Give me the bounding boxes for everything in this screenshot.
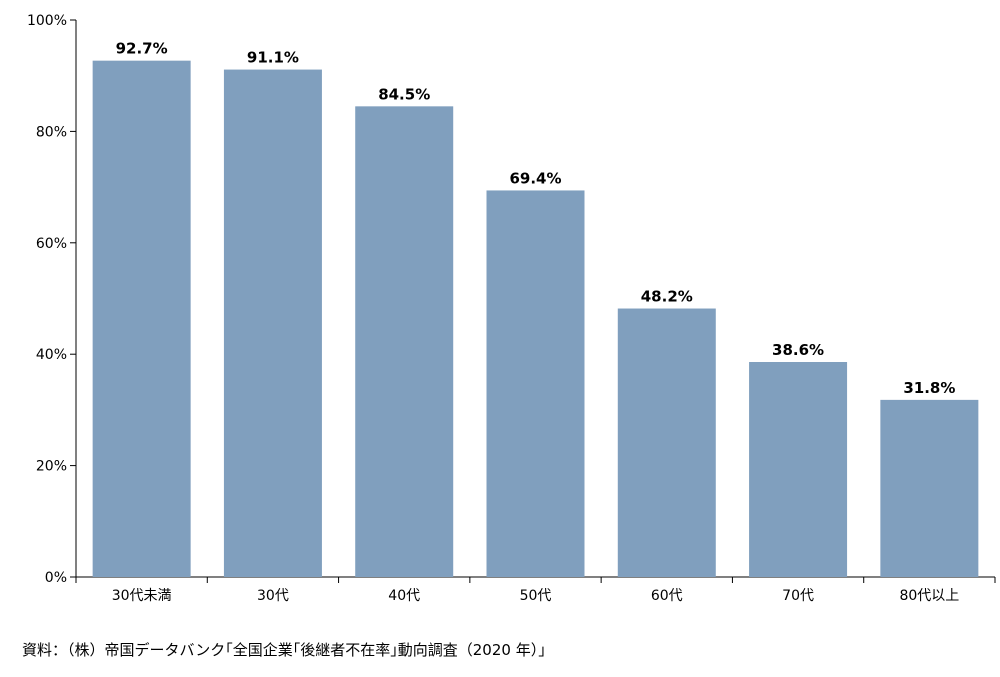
bar	[223, 69, 322, 577]
bar-value-label: 91.1%	[247, 49, 299, 67]
x-category-label: 30代未満	[112, 588, 172, 604]
bar-value-label: 84.5%	[378, 85, 430, 103]
y-tick-label: 40%	[36, 347, 67, 363]
x-category-label: 60代	[651, 588, 683, 604]
y-tick-label: 60%	[36, 236, 67, 252]
y-tick-label: 0%	[45, 570, 67, 586]
bar	[486, 190, 585, 577]
y-tick-label: 20%	[36, 459, 67, 475]
x-category-label: 30代	[257, 588, 289, 604]
bar	[92, 60, 191, 577]
bar-value-label: 69.4%	[509, 169, 561, 187]
x-category-label: 70代	[782, 588, 814, 604]
bar	[617, 308, 716, 577]
x-category-label: 40代	[388, 588, 420, 604]
bar-value-label: 48.2%	[641, 288, 693, 306]
bar	[880, 399, 979, 577]
source-note: 資料：（株）帝国データバンク｢全国企業｢後継者不在率｣動向調査（2020 年）｣	[22, 641, 546, 659]
bar-value-label: 92.7%	[116, 40, 168, 58]
bar-value-label: 31.8%	[903, 379, 955, 397]
bar	[749, 361, 848, 577]
bar-value-label: 38.6%	[772, 341, 824, 359]
y-tick-label: 100%	[27, 13, 67, 29]
bar	[355, 106, 454, 578]
y-tick-label: 80%	[36, 124, 67, 140]
x-category-label: 50代	[520, 588, 552, 604]
x-category-label: 80代以上	[899, 588, 959, 604]
